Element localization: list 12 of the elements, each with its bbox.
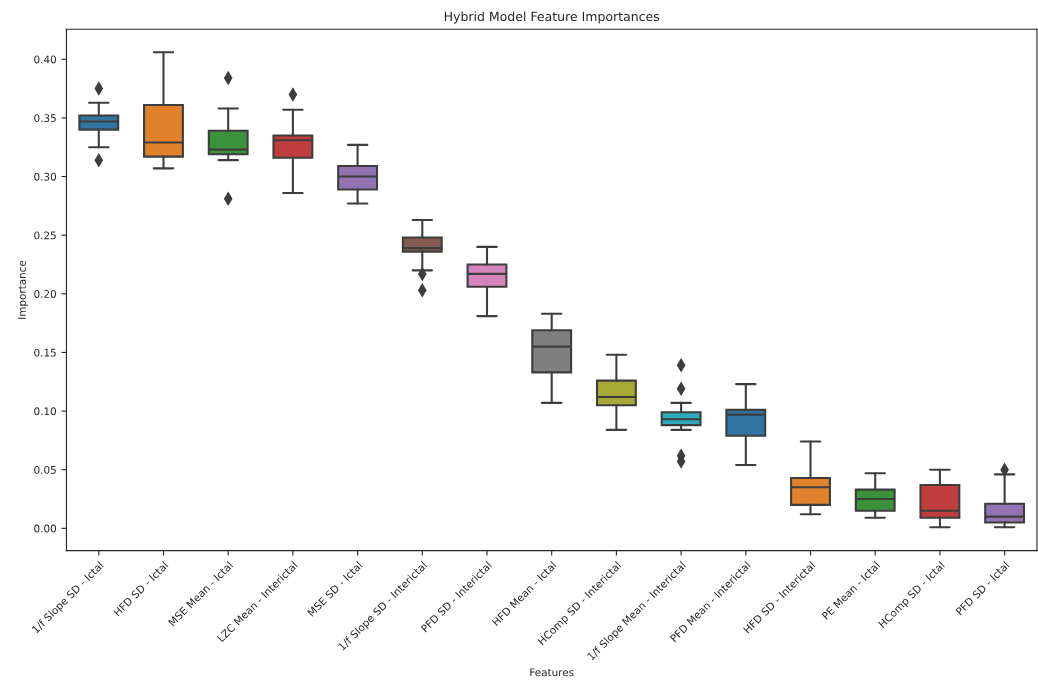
y-tick-label: 0.25	[34, 231, 56, 240]
y-axis-title: Importance	[18, 260, 28, 319]
x-axis-title: Features	[530, 668, 574, 677]
y-tick-label: 0.00	[34, 524, 57, 533]
y-tick-label: 0.05	[34, 465, 56, 474]
y-tick-label: 0.40	[34, 55, 57, 64]
y-tick-label: 0.20	[34, 290, 57, 298]
chart-title: Hybrid Model Feature Importances	[444, 11, 660, 24]
y-tick-label: 0.10	[34, 407, 57, 416]
y-tick-label: 0.15	[34, 348, 56, 357]
y-tick-label: 0.35	[34, 114, 56, 123]
y-tick-label: 0.30	[34, 172, 57, 181]
